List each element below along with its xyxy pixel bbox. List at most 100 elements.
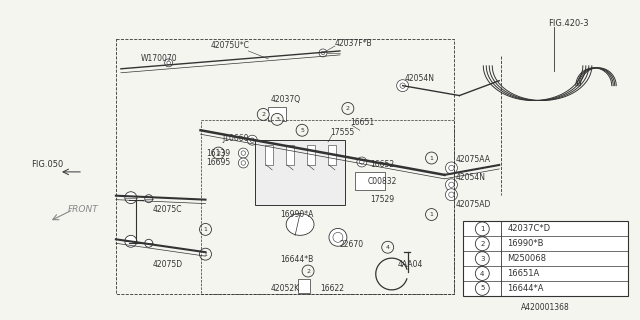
Circle shape — [200, 248, 211, 260]
Text: 16622: 16622 — [320, 284, 344, 293]
Text: 42052K: 42052K — [270, 284, 300, 293]
Circle shape — [167, 61, 170, 65]
Text: 17555: 17555 — [330, 128, 354, 137]
Circle shape — [476, 267, 489, 280]
Circle shape — [271, 113, 283, 125]
Circle shape — [238, 148, 248, 158]
Text: 42037Q: 42037Q — [270, 95, 300, 104]
Bar — [355, 172, 385, 190]
Text: 5: 5 — [480, 285, 484, 292]
Text: 42037F*B: 42037F*B — [335, 38, 372, 48]
Text: 4: 4 — [386, 245, 390, 250]
Text: 16139: 16139 — [207, 148, 230, 157]
Text: 16990*B: 16990*B — [507, 239, 544, 248]
Circle shape — [397, 80, 408, 92]
Bar — [255, 140, 345, 204]
Text: 17529: 17529 — [370, 195, 394, 204]
Text: A420001368: A420001368 — [521, 303, 570, 312]
Text: J10660: J10660 — [223, 134, 249, 143]
Text: 42075U*C: 42075U*C — [211, 41, 250, 50]
Circle shape — [321, 51, 324, 55]
Text: 2: 2 — [480, 241, 484, 247]
Bar — [268, 108, 286, 121]
Ellipse shape — [286, 213, 314, 235]
Text: 16644*A: 16644*A — [507, 284, 544, 293]
Text: 42075AA: 42075AA — [456, 156, 490, 164]
Text: 16695: 16695 — [207, 158, 231, 167]
Circle shape — [342, 102, 354, 114]
Bar — [307, 145, 315, 165]
Circle shape — [200, 223, 211, 235]
Circle shape — [329, 228, 347, 246]
Text: 42054N: 42054N — [456, 173, 485, 182]
Circle shape — [145, 239, 153, 247]
Circle shape — [212, 147, 225, 159]
Circle shape — [449, 192, 454, 197]
Text: 16652: 16652 — [370, 160, 394, 170]
Text: 2: 2 — [261, 112, 265, 117]
Circle shape — [125, 235, 137, 247]
Bar — [328, 145, 336, 165]
Text: 42075C: 42075C — [153, 205, 182, 214]
Circle shape — [333, 232, 343, 242]
Text: FIG.050: FIG.050 — [31, 160, 63, 170]
Circle shape — [250, 138, 255, 142]
Circle shape — [145, 195, 153, 203]
Text: 2: 2 — [306, 268, 310, 274]
Bar — [463, 221, 628, 296]
Circle shape — [476, 252, 489, 266]
Circle shape — [357, 157, 367, 167]
Text: 1: 1 — [429, 212, 433, 217]
Text: C00832: C00832 — [368, 177, 397, 186]
Text: 42037C*D: 42037C*D — [507, 224, 550, 233]
Circle shape — [400, 83, 405, 88]
Text: 2: 2 — [216, 151, 220, 156]
Text: FRONT: FRONT — [68, 205, 99, 214]
Text: M250068: M250068 — [507, 254, 546, 263]
Circle shape — [426, 209, 438, 220]
Text: 1: 1 — [429, 156, 433, 161]
Circle shape — [449, 165, 454, 171]
Circle shape — [296, 124, 308, 136]
Circle shape — [360, 160, 364, 164]
Circle shape — [445, 179, 458, 191]
Text: 16990*A: 16990*A — [280, 210, 314, 219]
Text: FIG.420-3: FIG.420-3 — [548, 19, 589, 28]
Text: 2: 2 — [346, 106, 350, 111]
Text: 16651: 16651 — [350, 118, 374, 127]
Text: 5: 5 — [300, 128, 304, 133]
Bar — [265, 145, 273, 165]
Text: 1: 1 — [204, 227, 207, 232]
Circle shape — [241, 161, 246, 165]
Circle shape — [426, 152, 438, 164]
Text: 3: 3 — [480, 256, 484, 262]
Text: W170070: W170070 — [141, 54, 177, 63]
Circle shape — [238, 158, 248, 168]
Circle shape — [164, 59, 173, 67]
Bar — [286, 145, 294, 165]
Text: 4: 4 — [480, 270, 484, 276]
Circle shape — [302, 265, 314, 277]
Circle shape — [445, 162, 458, 174]
Circle shape — [476, 237, 489, 251]
Circle shape — [319, 49, 327, 57]
Circle shape — [476, 222, 489, 236]
Text: 1: 1 — [204, 252, 207, 257]
Text: 42054N: 42054N — [404, 74, 435, 83]
Text: 16651A: 16651A — [507, 269, 540, 278]
Text: 3: 3 — [275, 117, 279, 122]
Text: 22670: 22670 — [340, 240, 364, 249]
Circle shape — [445, 189, 458, 201]
Circle shape — [257, 108, 269, 120]
Bar — [298, 279, 310, 293]
Text: 16644*B: 16644*B — [280, 255, 314, 264]
Text: 4AA04: 4AA04 — [397, 260, 423, 268]
Text: 42075AD: 42075AD — [456, 200, 491, 209]
Circle shape — [241, 151, 246, 155]
Circle shape — [381, 241, 394, 253]
Circle shape — [449, 182, 454, 188]
Text: 42075D: 42075D — [153, 260, 183, 268]
Circle shape — [247, 135, 257, 145]
Text: 1: 1 — [480, 226, 484, 232]
Circle shape — [125, 192, 137, 204]
